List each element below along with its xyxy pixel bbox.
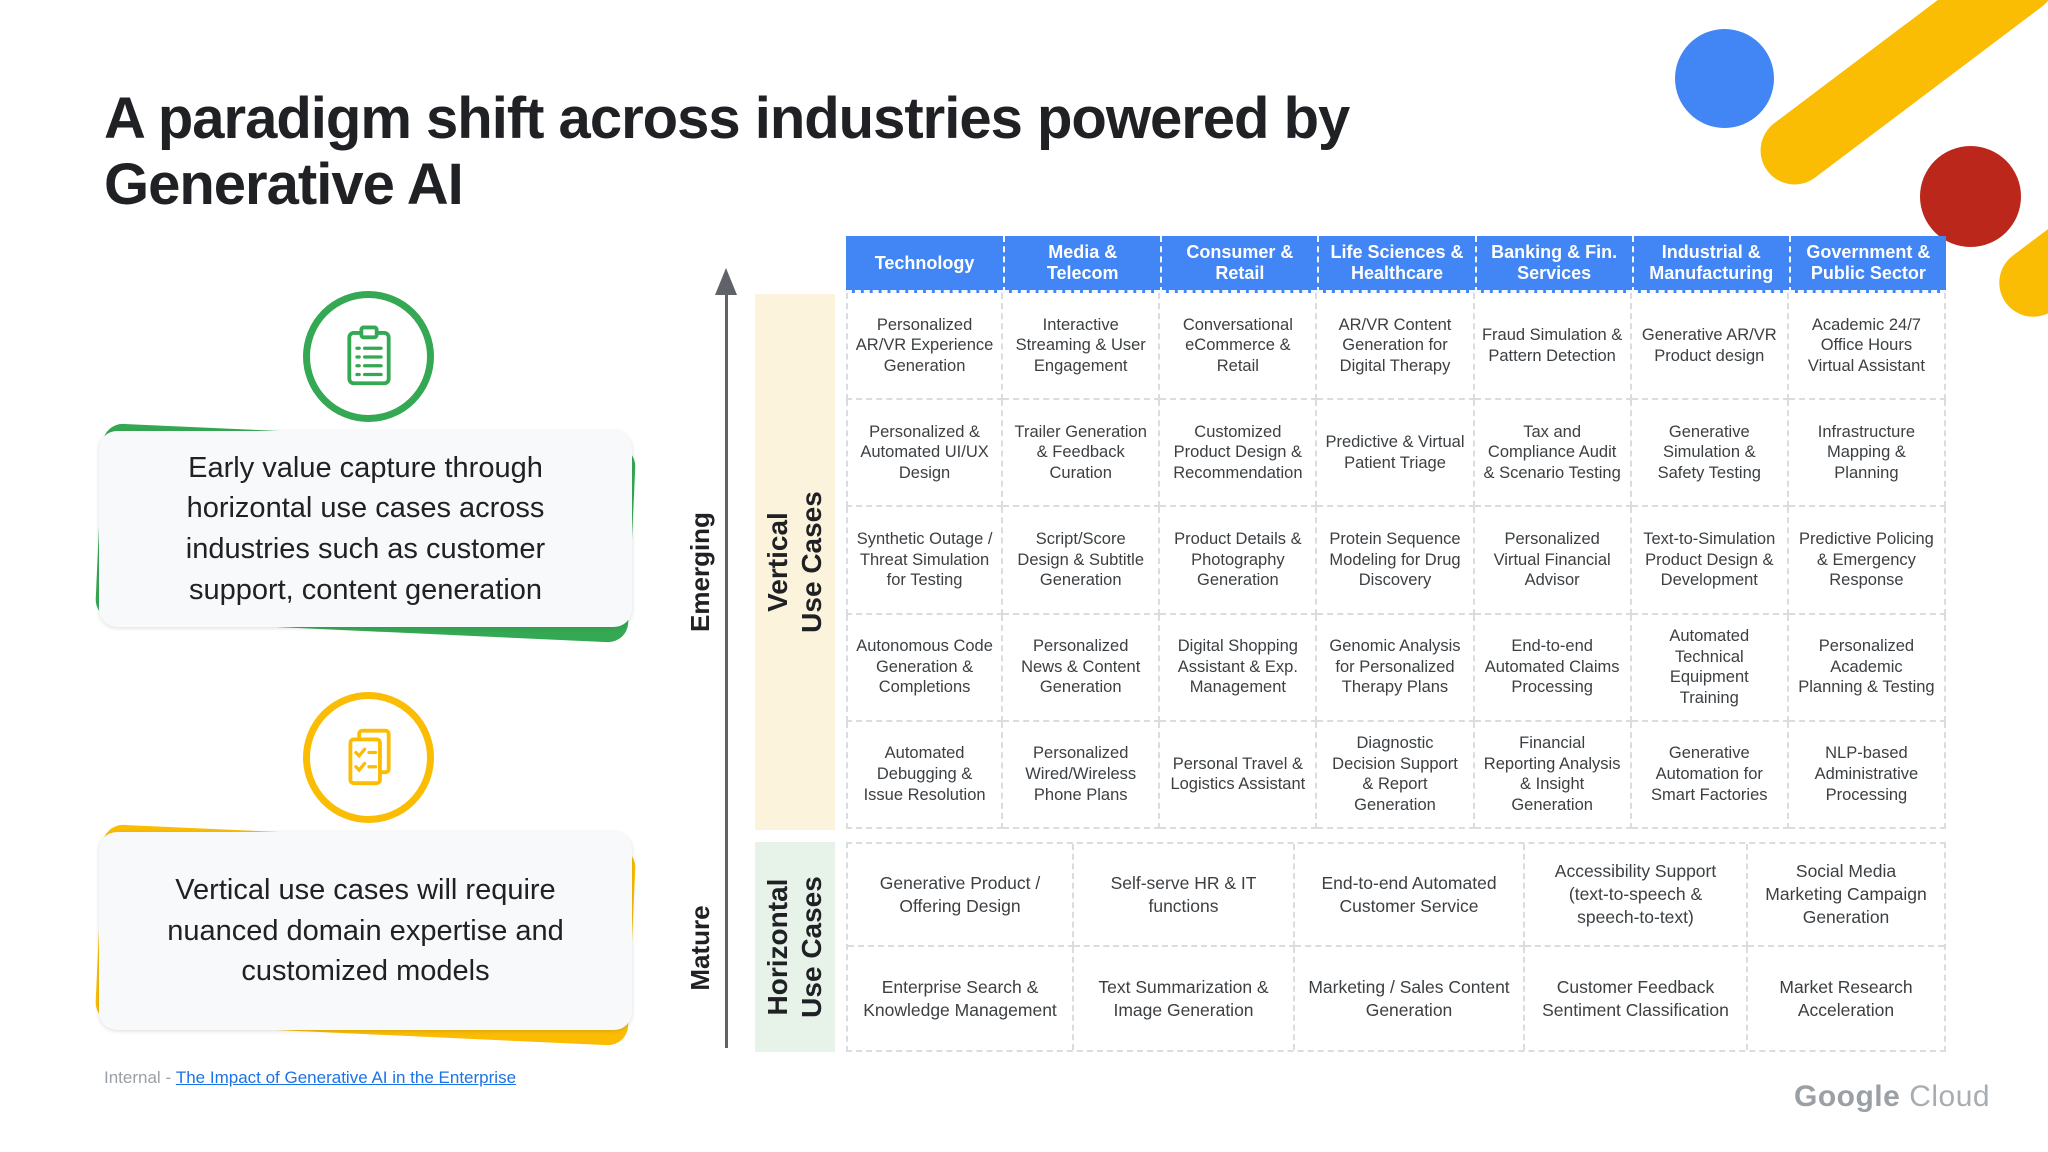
band-label-line1: Horizontal (762, 878, 794, 1016)
column-header: Consumer & Retail (1160, 236, 1318, 293)
use-case-cell: Infrastructure Mapping & Planning (1788, 400, 1946, 508)
horizontal-use-cases-band (755, 842, 835, 1052)
axis-arrow-line (725, 294, 728, 1048)
column-header: Government & Public Sector (1788, 236, 1946, 293)
use-case-cell: Interactive Streaming & User Engagement (1003, 293, 1161, 401)
use-case-cell: Automated Debugging & Issue Resolution (846, 721, 1004, 829)
page-title: A paradigm shift across industries power… (104, 86, 1350, 218)
horizontal-use-cases-grid: Generative Product / Offering Design Sel… (846, 842, 1946, 1052)
use-case-cell: Trailer Generation & Feedback Curation (1003, 400, 1161, 508)
use-case-cell: Generative Simulation & Safety Testing (1631, 400, 1789, 508)
band-label-line1: Vertical (762, 512, 794, 612)
axis-label-emerging: Emerging (685, 512, 715, 632)
classification-label: Internal (104, 1068, 161, 1087)
use-case-cell: Financial Reporting Analysis & Insight G… (1474, 721, 1632, 829)
horizontal-use-cases-label: Horizontal Use Cases (755, 842, 835, 1052)
callout-horizontal-value: Early value capture through horizontal u… (99, 431, 632, 627)
use-case-cell: Personalized & Automated UI/UX Design (846, 400, 1004, 508)
google-cloud-logo: Google Cloud (1794, 1080, 1990, 1114)
use-case-cell: Predictive Policing & Emergency Response (1788, 507, 1946, 615)
use-case-cell: End-to-end Automated Customer Service (1295, 844, 1525, 947)
source-link[interactable]: The Impact of Generative AI in the Enter… (175, 1068, 517, 1087)
use-case-cell: Product Details & Photography Generation (1160, 507, 1318, 615)
band-label-line2: Use Cases (796, 876, 827, 1018)
use-case-cell: Academic 24/7 Office Hours Virtual Assis… (1788, 293, 1946, 401)
use-case-cell: Digital Shopping Assistant & Exp. Manage… (1160, 614, 1318, 722)
checklist-pages-icon (347, 728, 391, 785)
use-case-cell: Customized Product Design & Recommendati… (1160, 400, 1318, 508)
green-icon-badge (303, 291, 434, 422)
column-header: Life Sciences & Healthcare (1317, 236, 1475, 293)
use-case-cell: Personalized AR/VR Experience Generation (846, 293, 1004, 401)
logo-cloud: Cloud (1909, 1080, 1991, 1113)
callout-vertical-value: Vertical use cases will require nuanced … (99, 832, 632, 1030)
vertical-use-cases-label: Vertical Use Cases (755, 294, 835, 830)
clipboard-list-icon (346, 325, 391, 385)
industry-matrix: Technology Media & Telecom Consumer & Re… (846, 236, 1946, 829)
callout-text: Vertical use cases will require nuanced … (167, 874, 564, 988)
column-header: Technology (846, 236, 1004, 293)
logo-google: Google (1794, 1080, 1901, 1113)
red-circle-decoration (1920, 146, 2021, 247)
use-case-cell: Accessibility Support (text-to-speech & … (1525, 844, 1748, 947)
yellow-icon-badge (303, 692, 434, 823)
use-case-cell: Marketing / Sales Content Generation (1295, 947, 1525, 1050)
use-case-cell: Conversational eCommerce & Retail (1160, 293, 1318, 401)
callout-text: Early value capture through horizontal u… (185, 451, 546, 606)
use-case-cell: End-to-end Automated Claims Processing (1474, 614, 1632, 722)
use-case-cell: Autonomous Code Generation & Completions (846, 614, 1004, 722)
use-case-cell: Generative Automation for Smart Factorie… (1631, 721, 1789, 829)
use-case-cell: AR/VR Content Generation for Digital The… (1317, 293, 1475, 401)
use-case-cell: Self-serve HR & IT functions (1074, 844, 1295, 947)
band-label-line2: Use Cases (796, 491, 827, 633)
use-case-cell: NLP-based Administrative Processing (1788, 721, 1946, 829)
use-case-cell: Generative Product / Offering Design (848, 844, 1074, 947)
use-case-cell: Personalized Wired/Wireless Phone Plans (1003, 721, 1161, 829)
use-case-cell: Protein Sequence Modeling for Drug Disco… (1317, 507, 1475, 615)
column-header: Industrial & Manufacturing (1631, 236, 1789, 293)
use-case-cell: Customer Feedback Sentiment Classificati… (1525, 947, 1748, 1050)
use-case-cell: Tax and Compliance Audit & Scenario Test… (1474, 400, 1632, 508)
vertical-use-cases-band (755, 294, 835, 830)
use-case-cell: Personal Travel & Logistics Assistant (1160, 721, 1318, 829)
axis-arrow-head (715, 268, 737, 295)
use-case-cell: Generative AR/VR Product design (1631, 293, 1789, 401)
use-case-cell: Diagnostic Decision Support & Report Gen… (1317, 721, 1475, 829)
use-case-cell: Personalized Virtual Financial Advisor (1474, 507, 1632, 615)
footer: Internal - The Impact of Generative AI i… (104, 1068, 516, 1088)
title-line-1: A paradigm shift across industries power… (104, 86, 1350, 151)
use-case-cell: Personalized Academic Planning & Testing (1788, 614, 1946, 722)
use-case-cell: Synthetic Outage / Threat Simulation for… (846, 507, 1004, 615)
use-case-cell: Genomic Analysis for Personalized Therap… (1317, 614, 1475, 722)
use-case-cell: Automated Technical Equipment Training (1631, 614, 1789, 722)
column-header: Media & Telecom (1003, 236, 1161, 293)
use-case-cell: Text-to-Simulation Product Design & Deve… (1631, 507, 1789, 615)
use-case-cell: Social Media Marketing Campaign Generati… (1748, 844, 1944, 947)
blue-circle-decoration (1675, 29, 1774, 128)
use-case-cell: Predictive & Virtual Patient Triage (1317, 400, 1475, 508)
axis-label-mature: Mature (685, 905, 715, 991)
use-case-cell: Fraud Simulation & Pattern Detection (1474, 293, 1632, 401)
use-case-cell: Enterprise Search & Knowledge Management (848, 947, 1074, 1050)
footer-dash: - (165, 1068, 172, 1087)
column-header: Banking & Fin. Services (1474, 236, 1632, 293)
use-case-cell: Script/Score Design & Subtitle Generatio… (1003, 507, 1161, 615)
use-case-cell: Personalized News & Content Generation (1003, 614, 1161, 722)
use-case-cell: Market Research Acceleration (1748, 947, 1944, 1050)
title-line-2: Generative AI (104, 152, 464, 218)
use-case-cell: Text Summarization & Image Generation (1074, 947, 1295, 1050)
